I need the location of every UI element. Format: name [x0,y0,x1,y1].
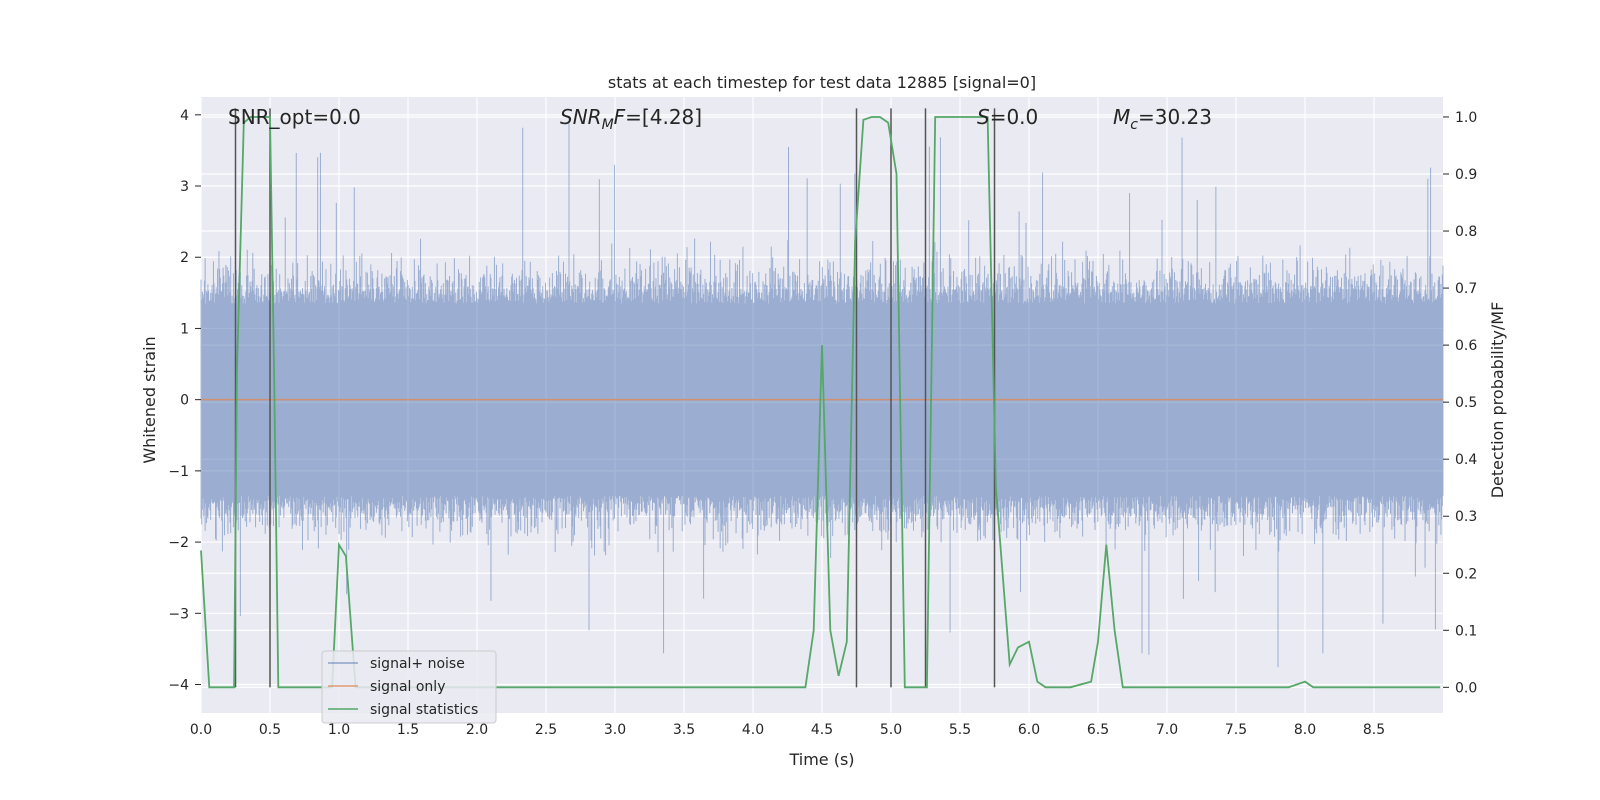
legend: signal+ noise signal only signal statist… [321,650,497,724]
y-tick-label: −2 [168,535,189,551]
y-tick-label: 3 [180,179,189,195]
annotation-s: S=0.0 [977,105,1038,129]
y-right-tick-label: 0.0 [1455,680,1477,696]
x-tick-label: 4.5 [811,722,833,738]
legend-box [321,650,497,724]
x-tick-label: 5.5 [949,722,971,738]
y-tick-label: 4 [180,108,189,124]
x-tick-label: 2.0 [466,722,488,738]
x-tick-label: 8.5 [1363,722,1385,738]
x-tick-label: 8.0 [1294,722,1316,738]
x-tick-label: 0.5 [259,722,281,738]
x-tick-label: 3.0 [604,722,626,738]
y-axis-label: Whitened strain [140,336,159,463]
x-tick-label: 5.0 [880,722,902,738]
x-tick-label: 1.0 [328,722,350,738]
x-tick-label: 1.5 [397,722,419,738]
chart-title: stats at each timestep for test data 128… [608,73,1036,92]
y-right-tick-label: 0.8 [1455,224,1477,240]
y-tick-label: −4 [168,678,189,694]
y-right-tick-label: 0.9 [1455,167,1477,183]
y-right-tick-label: 0.4 [1455,452,1477,468]
x-tick-label: 6.0 [1018,722,1040,738]
y-right-tick-label: 0.3 [1455,509,1477,525]
y-tick-label: −3 [168,606,189,622]
annotation-mc: Mc=30.23 [1113,105,1212,133]
legend-label-stats: signal statistics [370,702,478,718]
annotation-snr-mf: SNRMF=[4.28] [560,105,702,133]
x-tick-label: 7.0 [1156,722,1178,738]
y-tick-label: 1 [180,321,189,337]
legend-label-signal: signal only [370,679,445,695]
y-right-tick-label: 0.7 [1455,281,1477,297]
signal-statistics-line [200,116,1441,689]
y-right-tick-label: 0.2 [1455,566,1477,582]
axis-ticks: 0.0 0.5 1.0 1.5 2.0 2.5 3.0 3.5 4.0 4.5 5.0 5.5 6.0 6… [168,108,1477,738]
y-right-tick-label: 0.5 [1455,395,1477,411]
y-tick-label: 0 [180,393,189,409]
x-tick-label: 3.5 [673,722,695,738]
annotation-snr-opt: SNR_opt=0.0 [228,105,361,129]
x-tick-label: 2.5 [535,722,557,738]
y-tick-label: 2 [180,250,189,266]
y-right-tick-label: 0.6 [1455,338,1477,354]
y-right-tick-label: 0.1 [1455,623,1477,639]
x-tick-label: 4.0 [742,722,764,738]
y-axis-label-right: Detection probability/MF [1488,302,1507,499]
x-tick-label: 0.0 [190,722,212,738]
y-tick-label: −1 [168,464,189,480]
x-tick-label: 6.5 [1087,722,1109,738]
legend-label-noise: signal+ noise [370,656,465,672]
x-tick-label: 7.5 [1225,722,1247,738]
y-right-tick-label: 1.0 [1455,110,1477,126]
x-axis-label: Time (s) [788,750,854,769]
